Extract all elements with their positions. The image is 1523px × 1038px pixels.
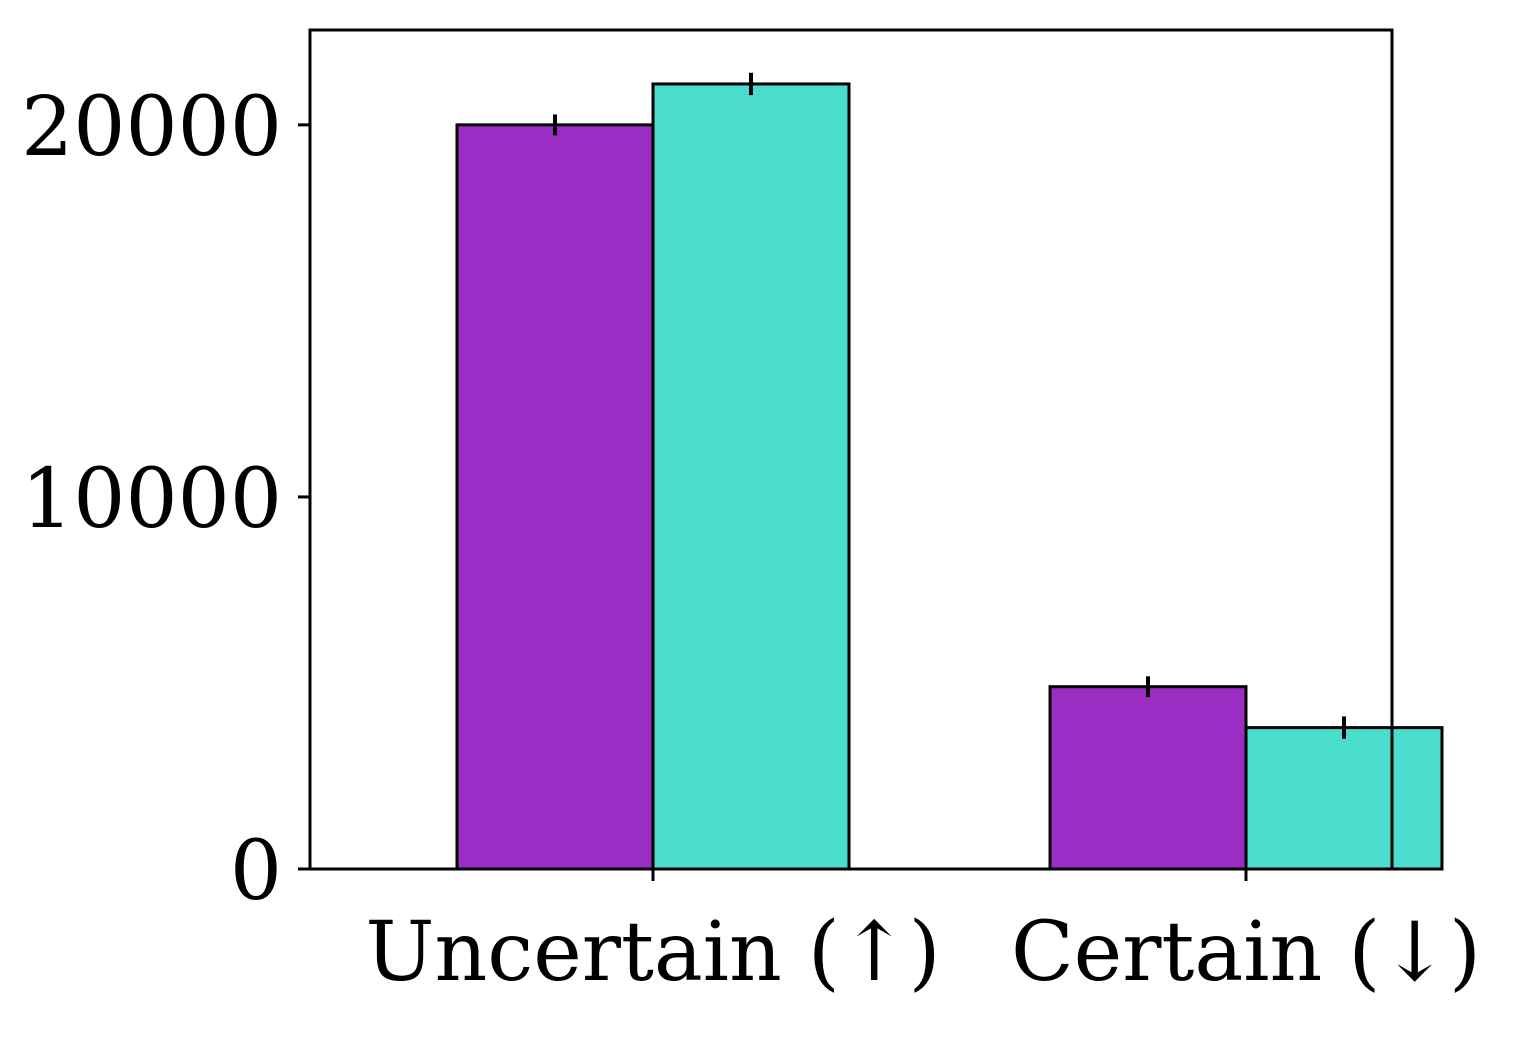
y-axis: 0 10000 20000 bbox=[21, 80, 310, 919]
x-axis: Uncertain (↑) Certain (↓) bbox=[365, 869, 1481, 1000]
x-tick-label-0: Uncertain (↑) bbox=[365, 905, 940, 1000]
bar-1-0 bbox=[1048, 685, 1248, 871]
y-tick-label-0: 0 bbox=[230, 824, 282, 919]
errorbars-layer bbox=[553, 72, 1346, 739]
y-tick-label-1: 10000 bbox=[21, 452, 282, 547]
bars-layer bbox=[455, 82, 1444, 871]
bar-0-0 bbox=[455, 123, 655, 871]
x-tick-label-1: Certain (↓) bbox=[1011, 905, 1481, 1000]
bar-1-1 bbox=[1244, 726, 1444, 871]
y-tick-label-2: 20000 bbox=[21, 80, 282, 175]
bar-0-1 bbox=[651, 82, 851, 871]
plot-frame bbox=[308, 28, 1394, 871]
